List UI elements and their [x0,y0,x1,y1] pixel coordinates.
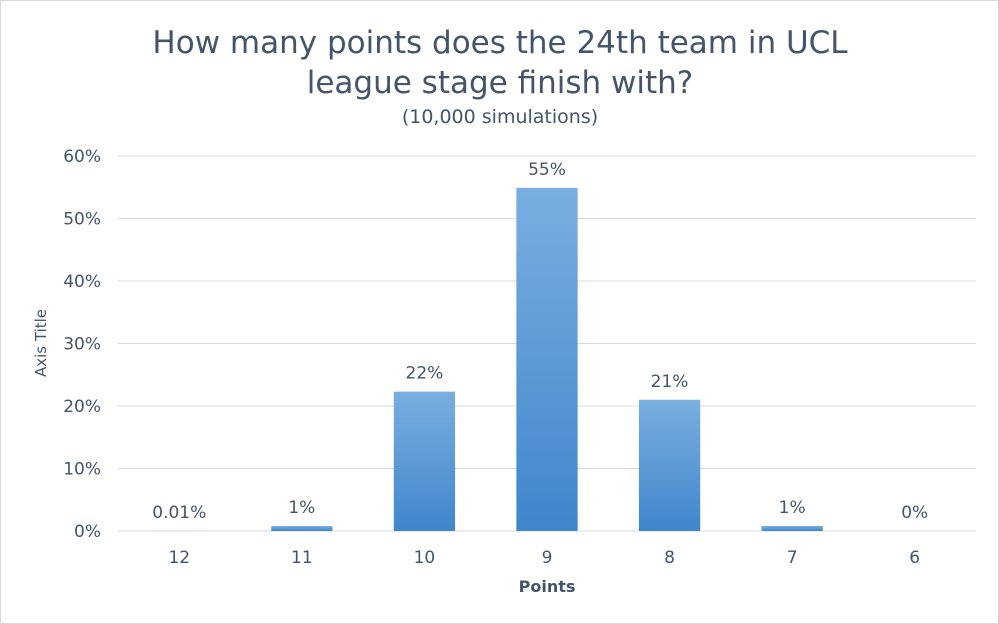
data-label-7: 1% [779,498,806,518]
y-tick-label: 30% [63,335,101,355]
bar-8 [638,399,701,531]
y-tick-label: 50% [63,210,101,230]
bar-10 [393,391,456,531]
data-label-10: 22% [406,364,444,384]
bar-7 [761,526,823,531]
y-tick-label: 0% [74,522,101,542]
data-label-8: 21% [651,372,689,392]
x-tick-label-7: 7 [787,548,798,568]
x-tick-label-11: 11 [291,548,313,568]
data-label-11: 1% [288,498,315,518]
y-tick-label: 60% [63,147,101,167]
chart-title-line-1: How many points does the 24th team in UC… [152,25,848,61]
data-label-9: 55% [528,160,566,180]
data-label-6: 0% [901,503,928,523]
x-tick-label-8: 8 [664,548,675,568]
x-axis-ticks: 12 11 10 9 8 7 6 [168,548,920,568]
data-label-12: 0.01% [152,503,206,523]
bar-11 [271,526,333,531]
data-labels: 0.01% 1% 22% 55% 21% 1% 0% [152,160,928,523]
x-tick-label-6: 6 [909,548,920,568]
chart-title-line-2: league stage finish with? [307,65,694,101]
chart-subtitle: (10,000 simulations) [402,106,598,128]
y-tick-label: 20% [63,397,101,417]
bar-9 [516,187,578,531]
x-tick-label-12: 12 [168,548,190,568]
bars [148,187,823,531]
y-tick-label: 40% [63,272,101,292]
y-axis-ticks: 0% 10% 20% 30% 40% 50% 60% [63,147,101,542]
x-tick-label-9: 9 [542,548,553,568]
y-tick-label: 10% [63,460,101,480]
x-axis-title: Points [519,577,576,596]
x-tick-label-10: 10 [414,548,436,568]
y-axis-title: Axis Title [32,309,50,377]
